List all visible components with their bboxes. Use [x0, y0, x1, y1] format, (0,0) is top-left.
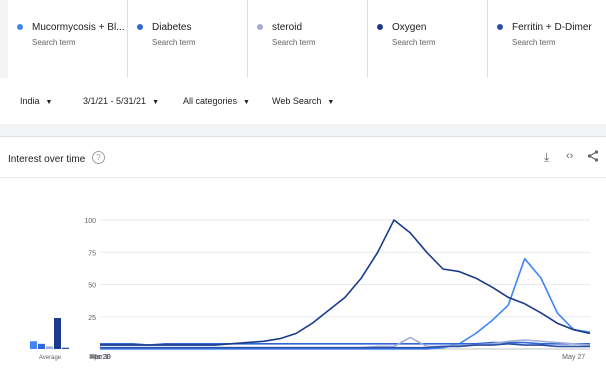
term-color-dot: [17, 24, 23, 30]
term-card-diabetes[interactable]: Diabetes Search term: [128, 0, 248, 78]
date-range-dropdown[interactable]: 3/1/21 - 5/31/21 ▼: [83, 96, 159, 106]
y-tick-label: 75: [88, 250, 96, 257]
average-bar: [46, 346, 53, 349]
category-label: All categories: [183, 96, 238, 106]
average-label: Average: [39, 355, 62, 361]
caret-down-icon: ▼: [327, 99, 335, 106]
region-dropdown[interactable]: India ▼: [20, 96, 52, 106]
term-sublabel: Search term: [272, 38, 316, 47]
region-label: India: [20, 96, 40, 106]
term-label: Mucormycosis + Bl...: [32, 22, 125, 33]
term-sublabel: Search term: [392, 38, 436, 47]
average-bar: [62, 347, 69, 349]
series-line: [100, 343, 590, 349]
term-label: Diabetes: [152, 22, 192, 33]
x-tick-label: Mar 1: [91, 354, 109, 361]
term-label: steroid: [272, 22, 303, 33]
search-type-label: Web Search: [272, 96, 322, 106]
term-sublabel: Search term: [152, 38, 196, 47]
interest-over-time-card: Interest over time ? ⤓ ‹› 25 50 75 100 Aver…: [0, 136, 606, 386]
filter-bar: India ▼ 3/1/21 - 5/31/21 ▼ All categories ▼…: [0, 78, 606, 124]
term-label: Ferritin + D-Dimer: [512, 22, 592, 33]
card-title: Interest over time: [8, 154, 86, 165]
term-card-oxygen[interactable]: Oxygen Search term: [368, 0, 488, 78]
series-line: [100, 219, 591, 346]
term-card-ferritin[interactable]: Ferritin + D-Dimer Search term: [488, 0, 606, 78]
embed-code-icon[interactable]: ‹›: [566, 150, 574, 162]
series-line: [100, 257, 591, 350]
category-dropdown[interactable]: All categories ▼: [183, 96, 250, 106]
y-tick-label: 25: [88, 315, 96, 322]
card-divider: [0, 177, 606, 178]
caret-down-icon: ▼: [243, 99, 250, 106]
search-terms-bar: Mucormycosis + Bl... Search term Diabete…: [8, 0, 606, 79]
series-line: [100, 341, 590, 346]
term-card-steroid[interactable]: steroid Search term: [248, 0, 368, 78]
x-tick-label: Apr 28: [90, 354, 111, 361]
term-color-dot: [137, 24, 143, 30]
term-sublabel: Search term: [512, 38, 556, 47]
share-icon[interactable]: [587, 150, 599, 165]
help-circle-icon[interactable]: ?: [92, 151, 105, 164]
search-type-dropdown[interactable]: Web Search ▼: [272, 96, 334, 106]
term-label: Oxygen: [392, 22, 427, 33]
average-bar: [54, 318, 61, 349]
date-range-label: 3/1/21 - 5/31/21: [83, 96, 147, 106]
term-sublabel: Search term: [32, 38, 76, 47]
average-bar: [38, 343, 45, 349]
y-tick-label: 100: [84, 218, 96, 225]
y-tick-label: 50: [88, 283, 96, 290]
average-bar: [30, 341, 37, 349]
caret-down-icon: ▼: [152, 99, 159, 106]
term-color-dot: [497, 24, 503, 30]
download-icon[interactable]: ⤓: [544, 150, 550, 164]
x-tick-label: Mar 30: [89, 354, 111, 361]
x-tick-label: May 27: [562, 354, 585, 361]
term-color-dot: [257, 24, 263, 30]
caret-down-icon: ▼: [45, 99, 53, 106]
term-card-mucormycosis[interactable]: Mucormycosis + Bl... Search term: [8, 0, 128, 78]
term-color-dot: [377, 24, 383, 30]
